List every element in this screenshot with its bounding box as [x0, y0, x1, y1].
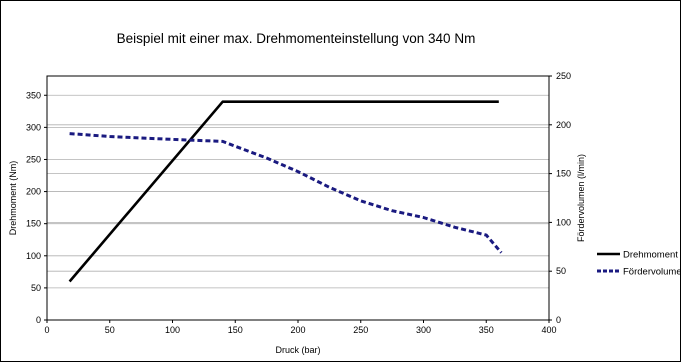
- y-tick-label: 250: [26, 154, 41, 164]
- y-tick-label: 300: [26, 122, 41, 132]
- x-tick-label: 200: [290, 325, 305, 335]
- series-layer: [68, 100, 503, 283]
- y-tick-label: 150: [26, 219, 41, 229]
- legend-label: Drehmoment: [623, 250, 678, 261]
- legend: Drehmoment Fördervolumen: [597, 250, 681, 278]
- series-line-f-rdervolumen: [69, 132, 503, 254]
- y-tick-label: 350: [26, 90, 41, 100]
- y-tick-label: 100: [26, 251, 41, 261]
- y2-tick-label: 150: [556, 169, 571, 179]
- plot-border: [46, 75, 550, 321]
- x-tick-label: 150: [228, 325, 243, 335]
- y2-tick-label: 250: [556, 71, 571, 81]
- x-tick-label: 0: [44, 325, 49, 335]
- x-tick-label: 250: [353, 325, 368, 335]
- y2-tick-label: 100: [556, 217, 571, 227]
- series-line-drehmoment: [68, 100, 499, 283]
- legend-label: Fördervolumen: [623, 267, 681, 278]
- x-tick-label: 300: [416, 325, 431, 335]
- y2-tick-label: 0: [556, 315, 561, 325]
- x-axis-title: Druck (bar): [275, 345, 320, 355]
- x-tick-label: 350: [479, 325, 494, 335]
- tick-layer: 0 50 100 150 200 250 300 350 0 50 100 150 200 250 0 50 1…: [26, 71, 571, 335]
- y2-axis-title: Fördervolumen (l/min): [576, 154, 586, 242]
- x-tick-label: 100: [165, 325, 180, 335]
- x-tick-label: 50: [105, 325, 115, 335]
- chart-title: Beispiel mit einer max. Drehmomenteinste…: [116, 31, 476, 46]
- y2-tick-label: 200: [556, 120, 571, 130]
- y-tick-label: 0: [36, 315, 41, 325]
- y-tick-label: 50: [31, 283, 41, 293]
- grid-layer: [47, 94, 549, 289]
- y-axis-title: Drehmoment (Nm): [8, 161, 18, 236]
- x-tick-label: 400: [541, 325, 556, 335]
- y2-tick-label: 50: [556, 266, 566, 276]
- y-tick-label: 200: [26, 187, 41, 197]
